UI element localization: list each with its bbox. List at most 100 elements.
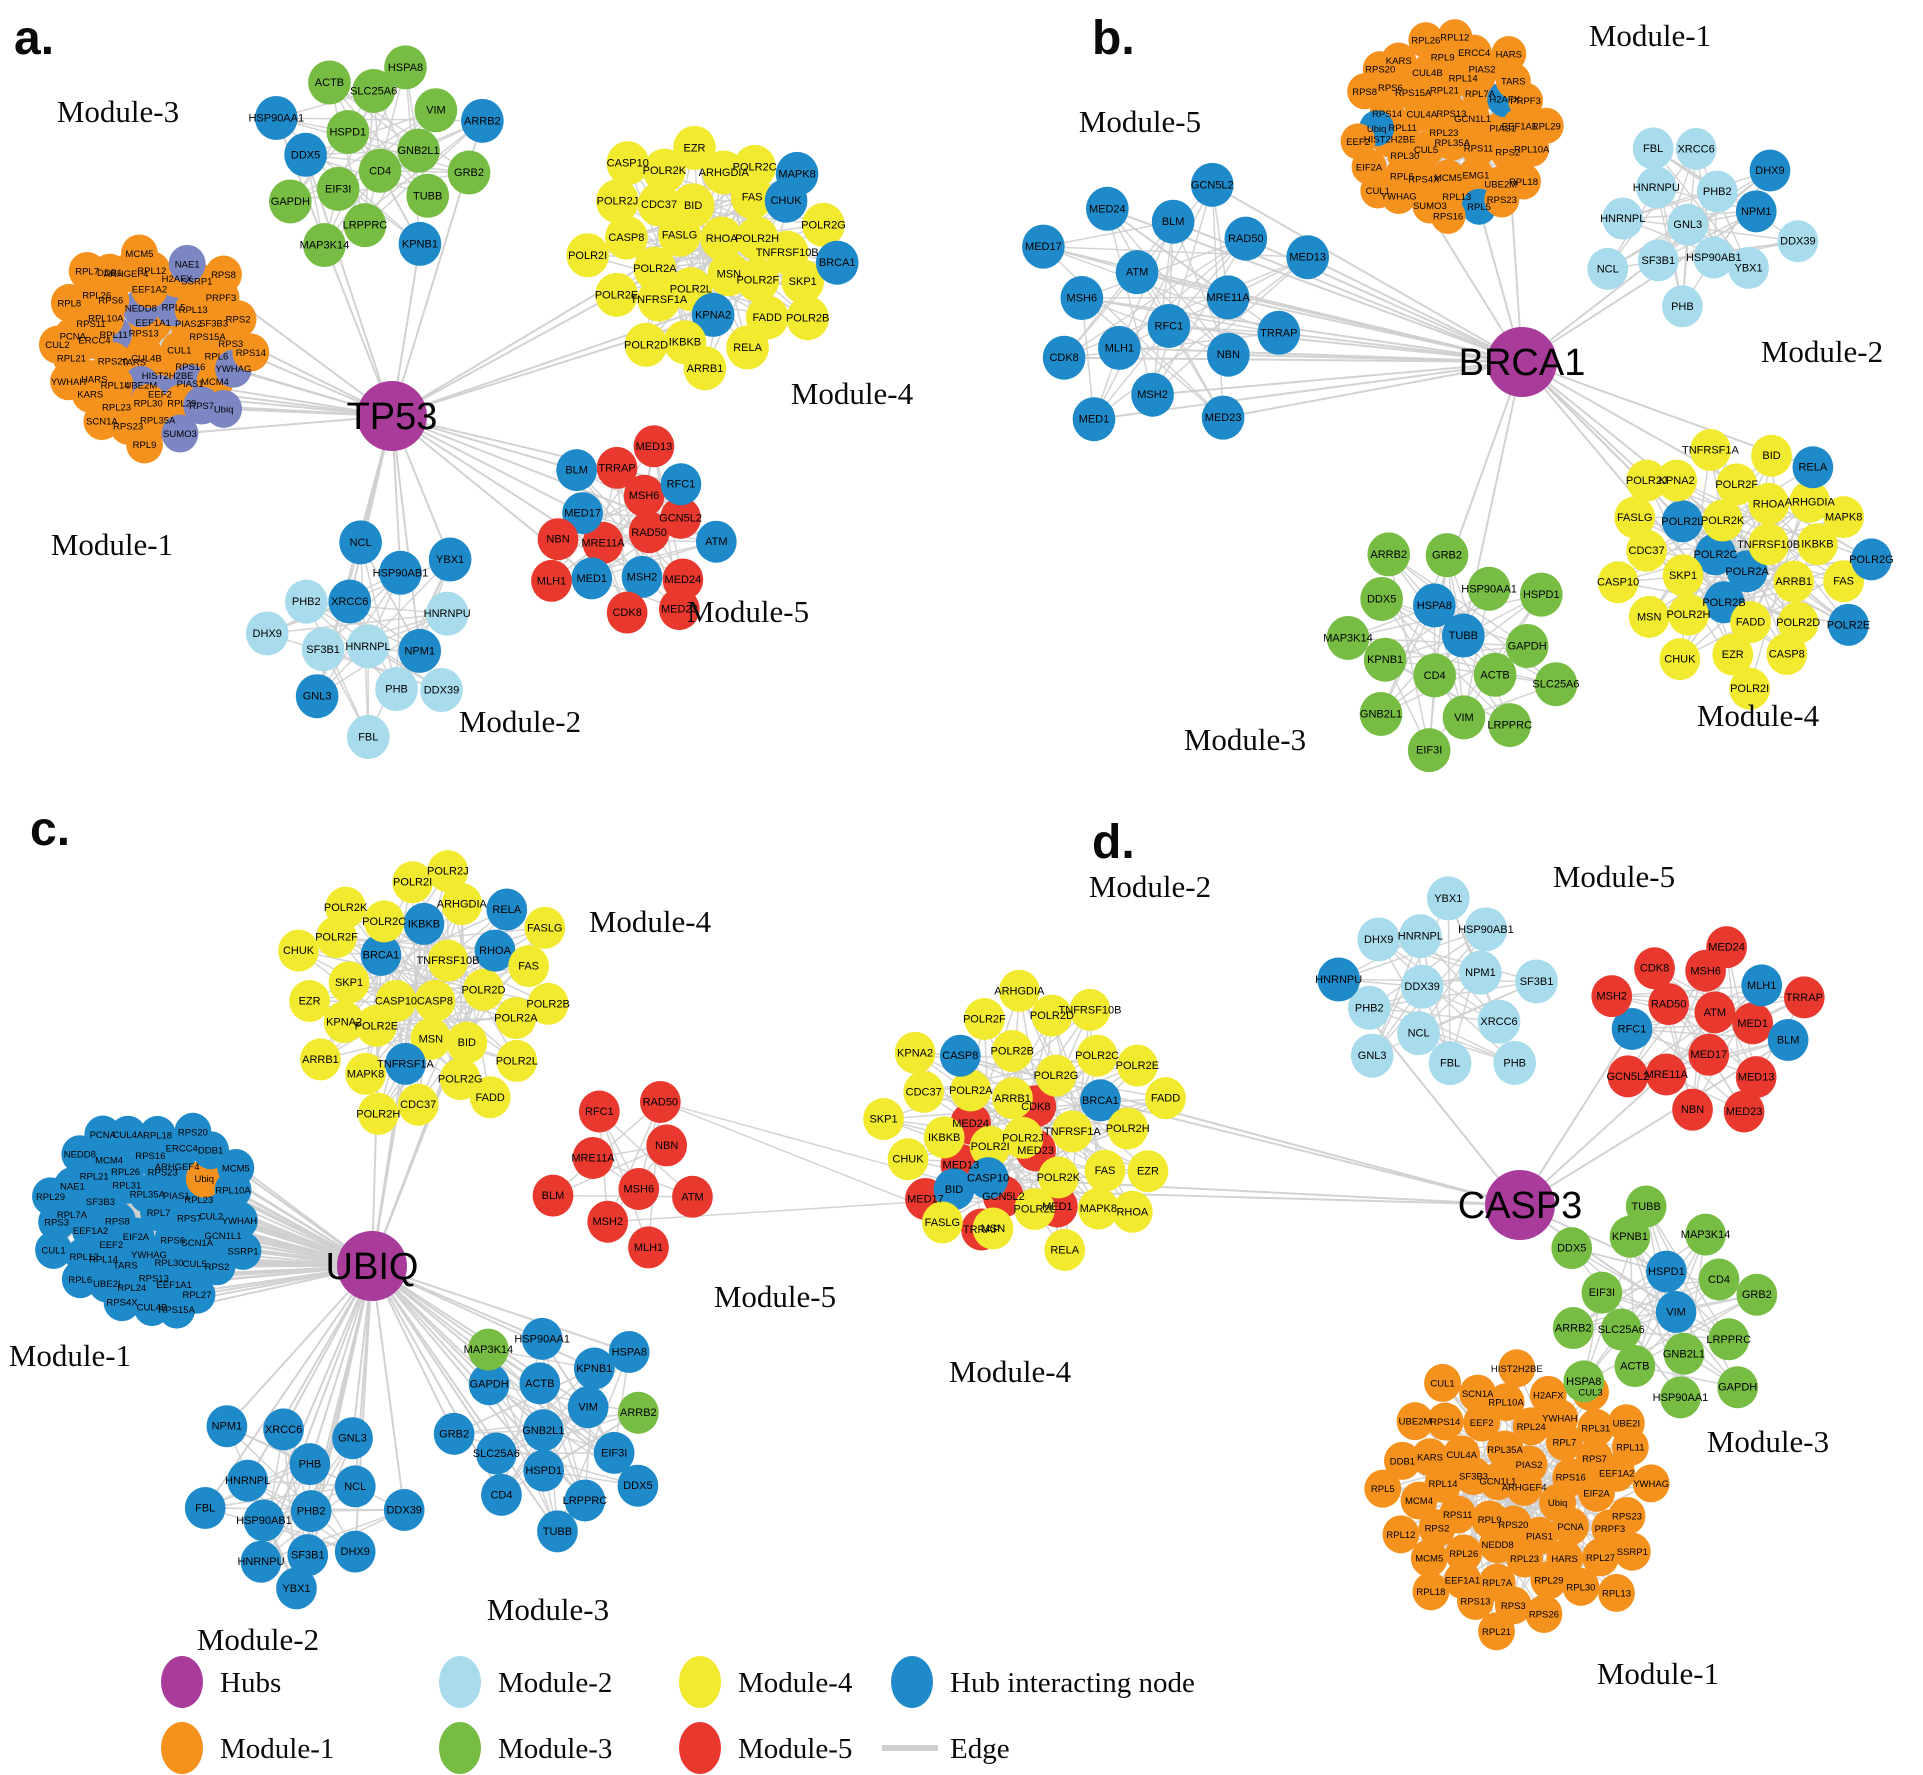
- node-YBX1[interactable]: [428, 537, 472, 582]
- node-RPS20[interactable]: [174, 1112, 212, 1151]
- node-POLR2G[interactable]: [802, 202, 845, 247]
- node-DHX9[interactable]: [334, 1530, 376, 1573]
- node-RPL29[interactable]: [1530, 1561, 1568, 1600]
- node-XRCC6[interactable]: [328, 579, 372, 624]
- node-RPL13[interactable]: [1598, 1573, 1635, 1612]
- node-RPL18[interactable]: [1412, 1572, 1450, 1611]
- node-RPS26[interactable]: [1525, 1594, 1563, 1633]
- node-VIM[interactable]: [1655, 1290, 1697, 1333]
- node-RHOA[interactable]: [1111, 1190, 1153, 1233]
- node-SCN1A[interactable]: [1459, 1374, 1497, 1413]
- node-MED13[interactable]: [633, 425, 675, 468]
- node-POLR2I[interactable]: [1729, 667, 1771, 710]
- node-RPL35A[interactable]: [1486, 1430, 1524, 1469]
- node-MED1[interactable]: [1732, 1002, 1774, 1045]
- node-MLH1[interactable]: [628, 1226, 669, 1269]
- node-RPS14[interactable]: [232, 333, 270, 372]
- node-POLR2E[interactable]: [1828, 603, 1869, 646]
- node-HSPD1[interactable]: [523, 1449, 565, 1492]
- node-POLR2F[interactable]: [963, 998, 1005, 1041]
- node-KPNA2[interactable]: [691, 292, 735, 337]
- node-SF3B1[interactable]: [301, 627, 345, 672]
- node-DDX5[interactable]: [617, 1464, 659, 1507]
- node-POLR2I[interactable]: [392, 861, 433, 904]
- node-EZR[interactable]: [289, 979, 330, 1022]
- node-RPL21[interactable]: [1478, 1612, 1515, 1651]
- node-LRPPRC[interactable]: [564, 1479, 606, 1522]
- node-MED17[interactable]: [1022, 224, 1065, 269]
- node-GCN5L2[interactable]: [660, 496, 701, 539]
- node-NCL[interactable]: [339, 520, 382, 565]
- node-RPS2[interactable]: [1418, 1509, 1456, 1548]
- node-RPS15A[interactable]: [158, 1290, 196, 1329]
- node-CDC37[interactable]: [903, 1070, 945, 1113]
- node-RPL23[interactable]: [1506, 1539, 1543, 1578]
- node-CDC37[interactable]: [1626, 529, 1667, 572]
- node-CUL4A[interactable]: [1443, 1435, 1481, 1474]
- node-TNFRSF1A[interactable]: [1051, 1110, 1093, 1153]
- node-SF3B1[interactable]: [1637, 239, 1679, 282]
- node-PRPF3[interactable]: [1508, 82, 1544, 119]
- node-MSH6[interactable]: [1060, 276, 1104, 321]
- node-HARS[interactable]: [1491, 35, 1527, 72]
- node-NAE1[interactable]: [168, 244, 206, 283]
- node-XRCC6[interactable]: [263, 1408, 304, 1451]
- node-RELA[interactable]: [726, 325, 769, 370]
- node-PHB2[interactable]: [290, 1490, 332, 1533]
- node-NCL[interactable]: [1397, 1011, 1440, 1056]
- node-FBL[interactable]: [346, 714, 390, 759]
- node-EIF3I[interactable]: [1407, 728, 1451, 773]
- node-FASLG[interactable]: [1614, 496, 1656, 539]
- node-MED17[interactable]: [562, 492, 603, 535]
- node-TRRAP[interactable]: [1783, 976, 1825, 1019]
- node-NPM1[interactable]: [206, 1405, 248, 1448]
- node-SF3B1[interactable]: [1515, 959, 1558, 1004]
- node-ATM[interactable]: [1115, 250, 1159, 295]
- node-GNB2L1[interactable]: [522, 1409, 564, 1452]
- node-POLR2I[interactable]: [566, 233, 610, 278]
- node-GNL3[interactable]: [332, 1417, 373, 1460]
- node-HNRNPU[interactable]: [1635, 166, 1677, 209]
- node-RELA[interactable]: [486, 888, 528, 931]
- hub-TP53[interactable]: [357, 381, 427, 451]
- node-MED23[interactable]: [658, 588, 700, 631]
- node-MED24[interactable]: [1085, 186, 1129, 231]
- node-FADD[interactable]: [1730, 601, 1771, 644]
- node-ARHGDIA[interactable]: [1789, 480, 1831, 523]
- node-RAD50[interactable]: [628, 511, 670, 554]
- node-EEF2[interactable]: [1340, 123, 1376, 160]
- node-PCNA[interactable]: [1552, 1507, 1589, 1546]
- node-MCM5[interactable]: [217, 1148, 255, 1187]
- node-YWHAG[interactable]: [1632, 1464, 1670, 1503]
- node-KPNB1[interactable]: [573, 1347, 615, 1390]
- node-TUBB[interactable]: [1625, 1185, 1667, 1228]
- node-RPS20[interactable]: [1362, 51, 1398, 88]
- node-TNFRSF1A[interactable]: [637, 277, 681, 322]
- node-RPL27[interactable]: [1582, 1538, 1620, 1577]
- node-YBX1[interactable]: [1426, 876, 1470, 921]
- node-ATM[interactable]: [695, 520, 737, 563]
- node-MSH2[interactable]: [587, 1200, 629, 1243]
- node-CHUK[interactable]: [887, 1138, 929, 1181]
- node-BLM[interactable]: [556, 449, 598, 492]
- node-SKP1[interactable]: [863, 1098, 904, 1141]
- node-MSH2[interactable]: [621, 555, 663, 598]
- node-MSH2[interactable]: [1131, 372, 1174, 417]
- node-KPNA2[interactable]: [1656, 459, 1698, 502]
- node-RPS23[interactable]: [1484, 181, 1520, 218]
- node-Ubiq[interactable]: [205, 389, 243, 428]
- node-SKP1[interactable]: [781, 259, 825, 304]
- node-SLC25A6[interactable]: [475, 1432, 517, 1475]
- node-ARRB1[interactable]: [992, 1077, 1033, 1120]
- node-RFC1[interactable]: [1611, 1008, 1653, 1051]
- node-EIF3I[interactable]: [1581, 1271, 1623, 1314]
- node-HNRNPL[interactable]: [346, 624, 390, 669]
- node-POLR2J[interactable]: [596, 179, 639, 224]
- node-GCN5L2[interactable]: [1190, 162, 1234, 207]
- node-GNB2L1[interactable]: [1663, 1332, 1705, 1375]
- node-MRE11A[interactable]: [572, 1137, 614, 1180]
- node-FBL[interactable]: [1428, 1041, 1472, 1086]
- node-UBE2M[interactable]: [1396, 1402, 1434, 1441]
- node-DDX39[interactable]: [1777, 220, 1819, 263]
- node-POLR2K[interactable]: [643, 148, 686, 193]
